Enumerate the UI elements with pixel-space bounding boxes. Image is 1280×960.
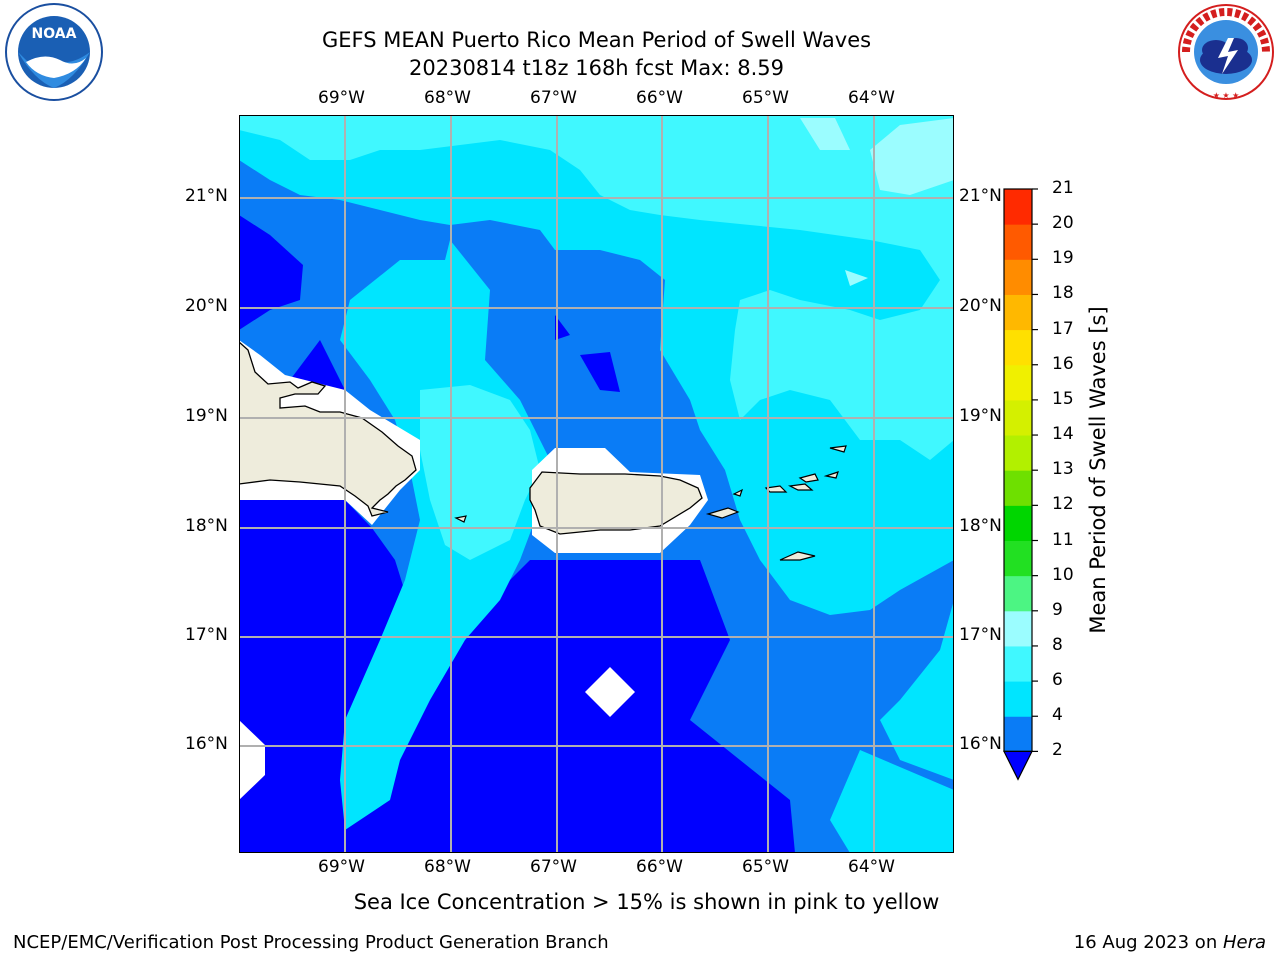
colorbar-segment bbox=[1004, 364, 1032, 401]
swell-band-4-6 bbox=[880, 600, 954, 780]
swell-band-8-9 bbox=[870, 118, 954, 195]
footer-credit: NCEP/EMC/Verification Post Processing Pr… bbox=[13, 932, 609, 953]
colorbar-segment bbox=[1004, 716, 1032, 752]
sea-ice-note: Sea Ice Concentration > 15% is shown in … bbox=[353, 890, 940, 914]
colorbar-tick-label: 13 bbox=[1052, 459, 1074, 480]
colorbar-tick-label: 9 bbox=[1052, 599, 1063, 620]
lon-label-bottom: 64°W bbox=[848, 857, 895, 877]
colorbar-segment bbox=[1004, 645, 1032, 682]
map-plot bbox=[239, 115, 954, 853]
lat-label-right: 21°N bbox=[959, 186, 1002, 206]
colorbar-segment bbox=[1004, 505, 1032, 541]
colorbar-tick-label: 19 bbox=[1052, 248, 1074, 269]
colorbar-tick-label: 4 bbox=[1052, 705, 1063, 726]
lat-label-left: 16°N bbox=[185, 734, 228, 754]
land-island bbox=[705, 507, 740, 519]
lat-label-left: 19°N bbox=[185, 406, 228, 426]
chart-title: GEFS MEAN Puerto Rico Mean Period of Swe… bbox=[321, 28, 872, 52]
lon-label-bottom: 68°W bbox=[424, 857, 471, 877]
land-island bbox=[454, 515, 467, 523]
swell-band-below-2 bbox=[555, 315, 570, 340]
land-hispaniola bbox=[239, 341, 417, 517]
colorbar-segment bbox=[1004, 575, 1032, 612]
colorbar-segment bbox=[1004, 399, 1032, 436]
colorbar-segment bbox=[1004, 435, 1032, 471]
colorbar-underflow-extension bbox=[1003, 750, 1033, 781]
swell-band-8-9 bbox=[845, 270, 868, 286]
colorbar-tick-label: 18 bbox=[1052, 283, 1074, 304]
nws-logo: ★ ★ ★ bbox=[1176, 2, 1276, 102]
colorbar-tick-label: 11 bbox=[1052, 529, 1074, 550]
colorbar-segment bbox=[1004, 294, 1032, 331]
colorbar-label: Mean Period of Swell Waves [s] bbox=[1086, 306, 1110, 634]
colorbar-segment bbox=[1004, 259, 1032, 295]
lon-label-top: 66°W bbox=[636, 88, 683, 108]
colorbar-tick-label: 2 bbox=[1052, 740, 1063, 761]
land-island bbox=[732, 488, 744, 497]
colorbar-segment bbox=[1004, 470, 1032, 506]
lon-label-top: 64°W bbox=[848, 88, 895, 108]
no-data-mask bbox=[239, 720, 265, 800]
colorbar-segment bbox=[1004, 681, 1032, 717]
colorbar-tick-label: 21 bbox=[1052, 178, 1074, 198]
land-puerto-rico bbox=[529, 471, 703, 535]
colorbar-segment bbox=[1004, 224, 1032, 260]
lat-label-right: 16°N bbox=[959, 734, 1002, 754]
swell-band-8-9 bbox=[800, 118, 850, 150]
land-island bbox=[779, 551, 816, 561]
no-data-mask bbox=[585, 667, 635, 717]
footer-date-text: 16 Aug 2023 on bbox=[1073, 932, 1223, 953]
noaa-logo-text: NOAA bbox=[32, 26, 77, 42]
footer-host: Hera bbox=[1222, 932, 1266, 953]
lat-label-right: 17°N bbox=[959, 625, 1002, 645]
swell-band-below-2 bbox=[239, 215, 303, 330]
colorbar-tick-label: 10 bbox=[1052, 564, 1074, 585]
noaa-logo: NOAA bbox=[4, 2, 104, 102]
lat-label-left: 20°N bbox=[185, 296, 228, 316]
chart-subtitle: 20230814 t18z 168h fcst Max: 8.59 bbox=[409, 56, 784, 80]
lon-label-top: 67°W bbox=[530, 88, 577, 108]
lon-label-bottom: 69°W bbox=[318, 857, 365, 877]
lat-label-right: 19°N bbox=[959, 406, 1002, 426]
swell-band-6-8 bbox=[239, 115, 954, 460]
graticule bbox=[239, 115, 954, 853]
swell-band-4-6 bbox=[830, 750, 954, 853]
colorbar-segment bbox=[1004, 329, 1032, 366]
lon-label-top: 65°W bbox=[742, 88, 789, 108]
colorbar-segment bbox=[1004, 540, 1032, 577]
lat-label-right: 18°N bbox=[959, 516, 1002, 536]
colorbar bbox=[1003, 188, 1038, 781]
land-island bbox=[829, 445, 847, 453]
land-island bbox=[798, 473, 819, 483]
lat-label-left: 18°N bbox=[185, 516, 228, 536]
lon-label-top: 68°W bbox=[424, 88, 471, 108]
footer-date: 16 Aug 2023 on Hera bbox=[1074, 932, 1266, 953]
colorbar-segment bbox=[1004, 189, 1032, 225]
lat-label-right: 20°N bbox=[959, 296, 1002, 316]
colorbar-tick-label: 8 bbox=[1052, 634, 1063, 655]
colorbar-tick-label: 6 bbox=[1052, 670, 1063, 691]
lat-label-left: 21°N bbox=[185, 186, 228, 206]
land-island bbox=[823, 471, 839, 479]
lon-label-bottom: 67°W bbox=[530, 857, 577, 877]
lon-label-bottom: 66°W bbox=[636, 857, 683, 877]
colorbar-segment bbox=[1004, 610, 1032, 647]
lon-label-bottom: 65°W bbox=[742, 857, 789, 877]
land-island bbox=[787, 483, 814, 491]
swell-band-below-2 bbox=[580, 352, 620, 392]
lon-label-top: 69°W bbox=[318, 88, 365, 108]
colorbar-tick-label: 17 bbox=[1052, 318, 1074, 339]
lat-label-left: 17°N bbox=[185, 625, 228, 645]
colorbar-tick-label: 14 bbox=[1052, 424, 1074, 445]
svg-text:★ ★ ★: ★ ★ ★ bbox=[1213, 91, 1240, 100]
colorbar-tick-label: 20 bbox=[1052, 213, 1074, 234]
colorbar-tick-label: 15 bbox=[1052, 388, 1074, 409]
colorbar-tick-label: 16 bbox=[1052, 353, 1074, 374]
colorbar-tick-label: 12 bbox=[1052, 494, 1074, 515]
